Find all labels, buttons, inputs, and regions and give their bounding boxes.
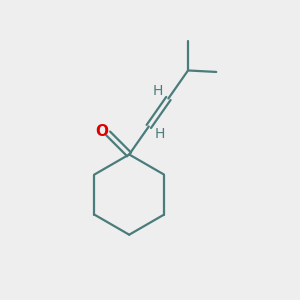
Text: O: O: [95, 124, 108, 140]
Text: H: H: [152, 84, 163, 98]
Text: H: H: [154, 127, 165, 141]
